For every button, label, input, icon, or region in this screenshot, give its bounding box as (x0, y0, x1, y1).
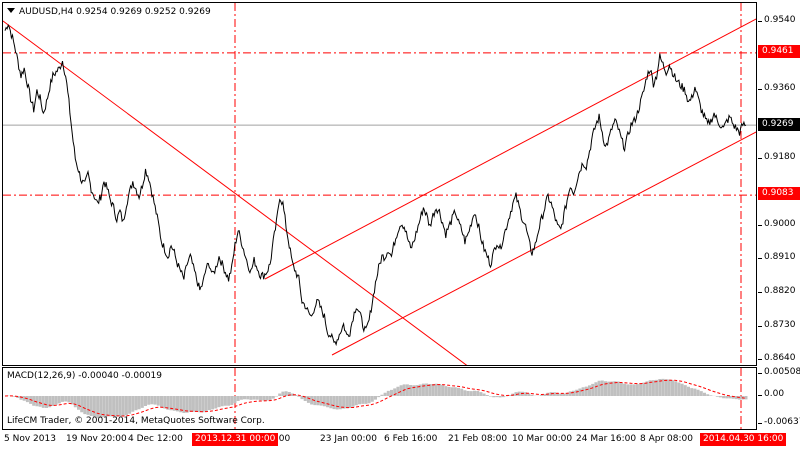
time-label: 19 Nov 20:00 (66, 434, 127, 444)
price-label: 0.8820 (764, 286, 796, 296)
price-tick (758, 21, 762, 22)
price-line-series (4, 23, 747, 347)
macd-signal-line (4, 379, 747, 417)
price-tick (758, 225, 762, 226)
symbol-header-text: AUDUSD,H4 0.9254 0.9269 0.9252 0.9269 (19, 7, 211, 17)
price-axis: 0.9540 0.9360 0.9180 0.9000 0.8910 0.882… (758, 2, 800, 366)
time-label: 24 Mar 16:00 (576, 434, 637, 444)
copyright-text: LifeCM Trader, © 2001-2014, MetaQuotes S… (7, 416, 265, 426)
time-label: 4 Dec 12:00 (128, 434, 183, 444)
price-tick (758, 89, 762, 90)
time-label: 5 Nov 2013 (4, 434, 56, 444)
price-label: 0.9000 (764, 219, 796, 229)
channel-lower-line (331, 131, 756, 356)
macd-label: 0.00 (764, 389, 785, 399)
price-label: 0.8730 (764, 320, 796, 330)
dropdown-triangle-icon[interactable] (7, 8, 15, 13)
time-label: 8:00 (270, 434, 291, 444)
macd-label: 0.00508 (764, 367, 800, 377)
macd-header: MACD(12,26,9) -0.00040 -0.00019 (7, 371, 163, 381)
level-badge-top: 0.9461 (758, 45, 800, 58)
trendline-down (3, 20, 468, 365)
price-label: 0.9360 (764, 83, 796, 93)
channel-upper-line (264, 18, 756, 280)
price-chart-panel[interactable]: AUDUSD,H4 0.9254 0.9269 0.9252 0.9269 (2, 2, 757, 366)
price-tick (758, 158, 762, 159)
symbol-header: AUDUSD,H4 0.9254 0.9269 0.9252 0.9269 (7, 7, 211, 17)
level-badge-mid: 0.9083 (758, 187, 800, 200)
macd-canvas (4, 368, 748, 429)
price-label: 0.9540 (764, 15, 796, 25)
macd-histogram (6, 378, 748, 418)
price-tick (758, 326, 762, 327)
price-label: 0.8640 (764, 353, 796, 363)
time-axis: 5 Nov 2013 19 Nov 20:00 4 Dec 12:00 8:00… (2, 431, 787, 450)
macd-tick (758, 423, 762, 424)
price-chart-canvas (3, 3, 756, 365)
macd-label: -0.00637 (764, 417, 800, 427)
price-tick (758, 292, 762, 293)
current-price-badge: 0.9269 (758, 118, 800, 131)
time-label: 23 Jan 00:00 (320, 434, 377, 444)
macd-tick (758, 373, 762, 374)
macd-tick (758, 395, 762, 396)
time-label: 21 Feb 08:00 (448, 434, 508, 444)
macd-panel[interactable]: MACD(12,26,9) -0.00040 -0.00019 LifeCM T… (2, 367, 757, 430)
crosshair-time-badge-right: 2014.04.30 16:00 (700, 433, 787, 446)
price-tick (758, 359, 762, 360)
price-label: 0.9180 (764, 152, 796, 162)
crosshair-time-badge-left: 2013.12.31 00:00 (192, 433, 279, 446)
price-label: 0.8910 (764, 252, 796, 262)
time-label: 10 Mar 00:00 (512, 434, 573, 444)
macd-axis: 0.00508 0.00 -0.00637 (758, 367, 800, 430)
time-label: 8 Apr 08:00 (640, 434, 693, 444)
time-label: 6 Feb 16:00 (384, 434, 438, 444)
price-tick (758, 258, 762, 259)
